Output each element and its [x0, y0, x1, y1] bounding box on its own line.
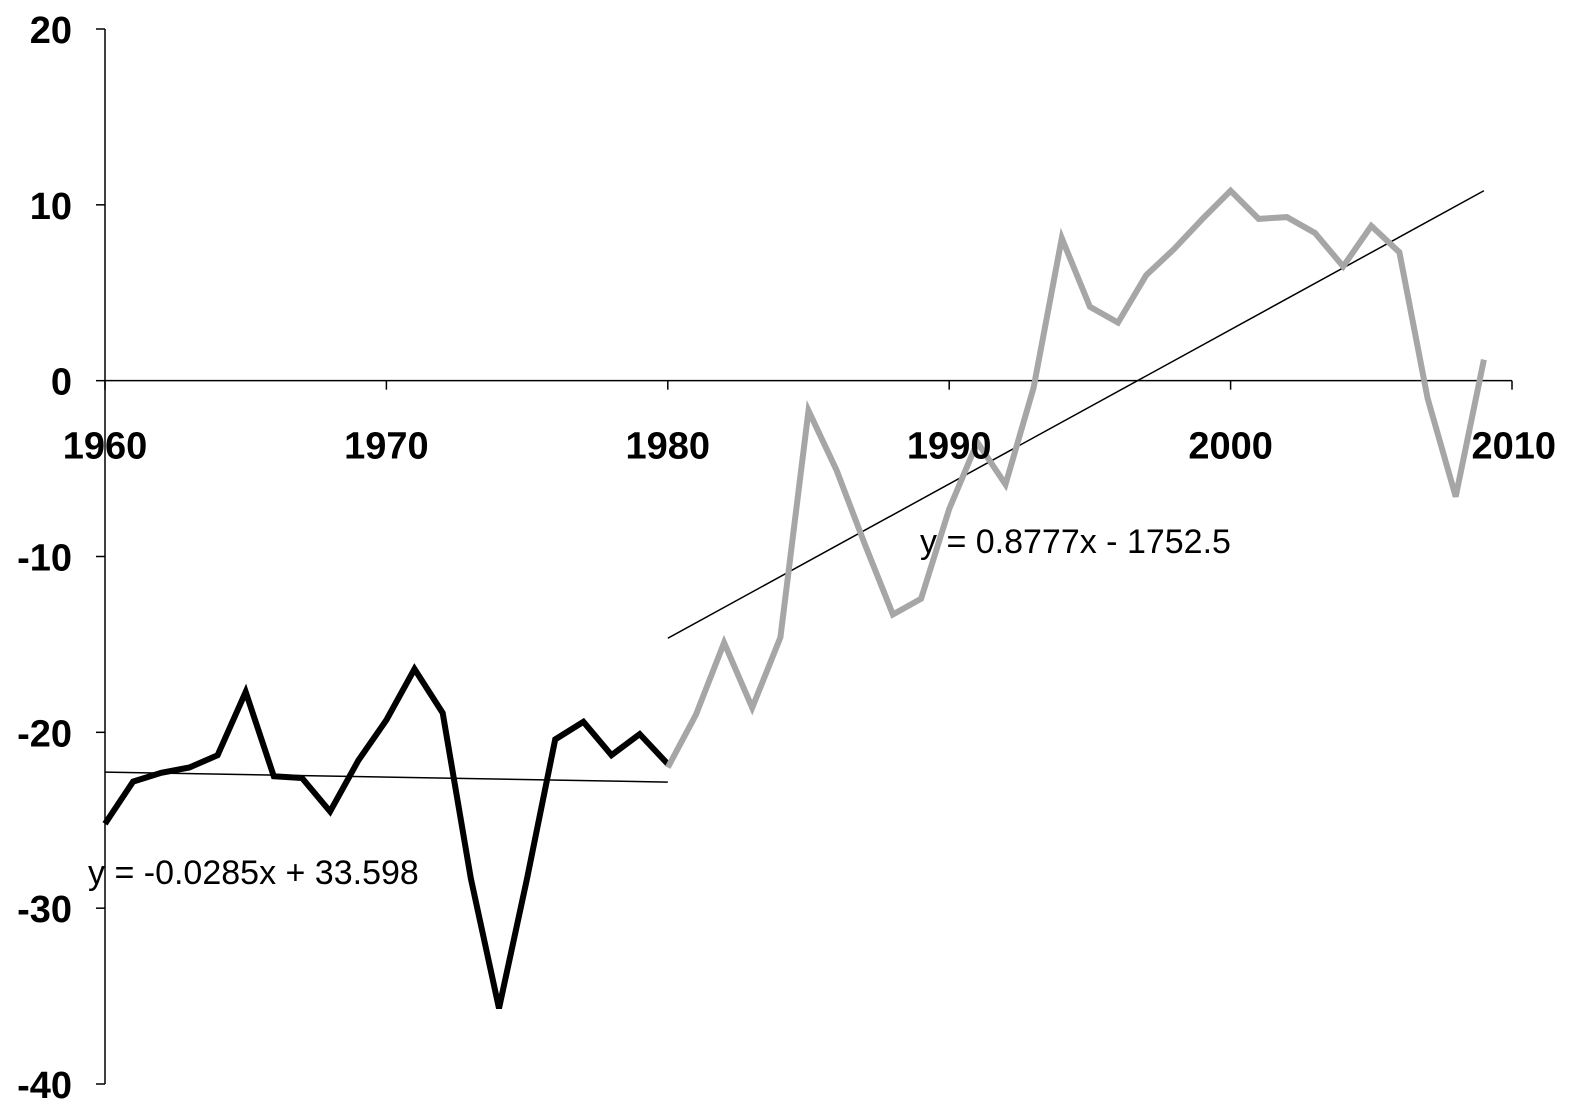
trendline-2 — [667, 190, 1485, 639]
trendlines — [104, 190, 1485, 783]
trendline-equation-2: y = 0.8777x - 1752.5 — [920, 523, 1231, 561]
trendline-equation-1: y = -0.0285x + 33.598 — [88, 854, 419, 892]
y-tick-label: -30 — [17, 889, 72, 931]
y-tick-label: -40 — [17, 1065, 72, 1107]
x-tick-label: 2010 — [1471, 426, 1556, 468]
y-tick-label: 10 — [30, 186, 72, 228]
x-tick-label: 1970 — [344, 426, 429, 468]
y-tick-label: 20 — [30, 10, 72, 52]
y-tick-label: -20 — [17, 713, 72, 755]
y-tick-label: 0 — [51, 362, 72, 404]
x-tick-label: 1960 — [63, 426, 148, 468]
x-tick-label: 2000 — [1188, 426, 1273, 468]
series-line-1 — [102, 663, 670, 1010]
axes — [96, 28, 1513, 1085]
series-lines — [102, 186, 1487, 1010]
series-line-2 — [665, 186, 1487, 769]
y-tick-label: -10 — [17, 538, 72, 580]
trendline-1 — [104, 771, 668, 783]
x-tick-label: 1990 — [907, 426, 992, 468]
x-tick-label: 1980 — [626, 426, 711, 468]
